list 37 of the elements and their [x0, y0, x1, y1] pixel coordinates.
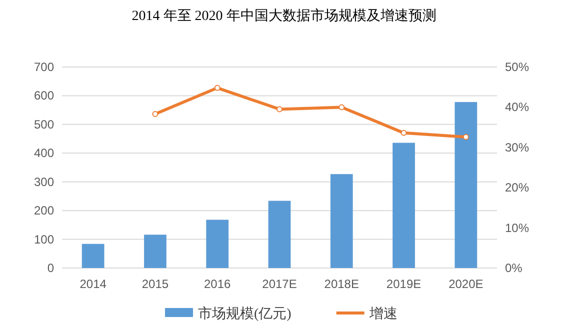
x-tick-label: 2014	[80, 277, 107, 291]
x-tick-label: 2020E	[448, 277, 484, 291]
y-tick-label: 200	[34, 204, 54, 218]
y-tick-label: 0	[47, 261, 54, 275]
y-tick-label: 500	[34, 117, 54, 132]
y2-tick-label: 10%	[505, 220, 530, 235]
point	[152, 111, 158, 118]
point	[462, 134, 469, 140]
y-tick-label: 100	[34, 232, 54, 246]
point	[276, 106, 282, 112]
y2-tick-label: 0%	[505, 261, 523, 275]
y2-tick-label: 50%	[505, 60, 530, 74]
y-tick-label: 600	[34, 88, 54, 103]
bar	[82, 244, 104, 268]
point	[214, 84, 220, 91]
y2-tick-label: 30%	[505, 140, 530, 154]
x-tick-label: 2016	[204, 277, 232, 291]
point	[400, 130, 407, 136]
y2-tick-label: 40%	[505, 100, 530, 114]
bar	[392, 142, 415, 268]
point	[338, 104, 345, 110]
bar	[330, 174, 353, 268]
bar	[268, 200, 291, 268]
bar	[206, 220, 229, 268]
x-tick-label: 2017E	[262, 277, 297, 291]
x-tick-label: 2018E	[324, 277, 359, 291]
legend-label: 市场规模(亿元)	[198, 306, 292, 322]
chart-title: 2014 年至 2020 年中国大数据市场规模及增速预测	[132, 8, 436, 24]
legend-label: 增速	[368, 306, 398, 322]
y-tick-label: 400	[34, 146, 54, 160]
y-tick-label: 700	[34, 60, 54, 74]
x-tick-label: 2019E	[386, 277, 422, 291]
y-tick-label: 300	[34, 174, 54, 189]
bar	[144, 234, 166, 268]
y2-tick-label: 20%	[505, 180, 530, 195]
x-tick-label: 2015	[142, 277, 169, 291]
bar	[454, 102, 478, 268]
